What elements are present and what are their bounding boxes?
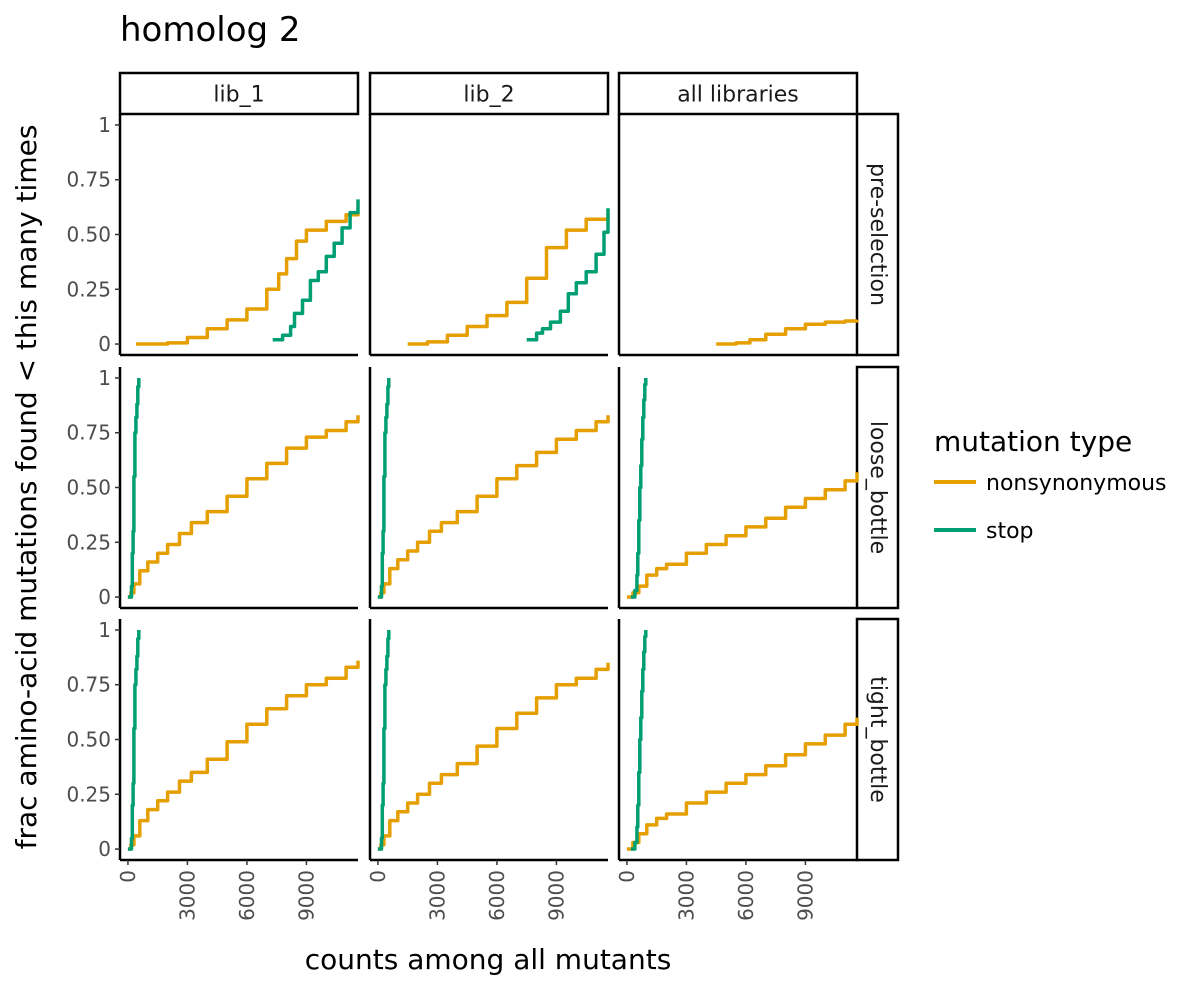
row-strip <box>855 617 900 862</box>
panels-layer: lib_1 lib_2 all libraries pre-selection loos… <box>66 71 900 921</box>
y-tick-label: 0.25 <box>66 530 111 554</box>
panel: 0 0.25 0.50 0.75 1 <box>66 113 360 357</box>
series-line-stop <box>377 378 391 599</box>
x-tick-label: 9000 <box>544 870 568 921</box>
column-strip-label: lib_2 <box>463 83 514 108</box>
y-tick-label: 0.75 <box>66 168 111 192</box>
y-tick-label: 0 <box>98 585 111 609</box>
panel: 0 0.25 0.50 0.75 1 <box>66 366 360 610</box>
series-line-stop <box>630 630 648 851</box>
column-strip <box>617 71 859 116</box>
x-tick-label: 3000 <box>674 870 698 921</box>
series-line-nonsynonymous <box>377 662 610 851</box>
series-line-stop <box>630 378 648 599</box>
x-tick-label: 6000 <box>485 870 509 921</box>
x-tick-label: 0 <box>116 870 140 883</box>
series-line-nonsynonymous <box>127 660 360 851</box>
column-strip <box>118 71 360 116</box>
x-tick-label: 0 <box>615 870 639 883</box>
y-tick-label: 0.50 <box>66 728 111 752</box>
column-strip <box>368 71 610 116</box>
x-tick-label: 0 <box>366 870 390 883</box>
panel <box>368 114 610 357</box>
series-line-nonsynonymous <box>377 415 610 599</box>
series-line-stop <box>127 630 141 851</box>
column-strip-label: lib_1 <box>213 83 264 108</box>
column-strip-label: all libraries <box>677 83 799 108</box>
series-line-stop <box>377 630 391 851</box>
series-line-nonsynonymous <box>626 717 859 851</box>
series-line-nonsynonymous <box>127 415 360 599</box>
x-tick-label: 9000 <box>793 870 817 921</box>
legend-title: mutation type <box>934 425 1132 458</box>
row-strip-label: tight_bottle <box>865 676 890 803</box>
panel <box>617 114 859 357</box>
panel: 0 3000 6000 9000 <box>366 619 610 921</box>
panel: 0 3000 6000 9000 <box>615 619 859 921</box>
series-line-stop <box>526 208 610 342</box>
y-tick-label: 0.50 <box>66 223 111 247</box>
y-tick-label: 1 <box>98 113 111 137</box>
row-strip <box>855 112 900 357</box>
chart-title: homolog 2 <box>120 10 301 50</box>
y-tick-label: 0.75 <box>66 673 111 697</box>
row-strip-label: loose_bottle <box>865 421 890 554</box>
y-tick-label: 0.50 <box>66 476 111 500</box>
y-axis-title: frac amino-acid mutations found < this m… <box>10 125 43 850</box>
legend-label-nonsynonymous: nonsynonymous <box>986 471 1167 496</box>
series-line-nonsynonymous <box>716 319 859 346</box>
y-tick-label: 1 <box>98 618 111 642</box>
series-line-stop <box>127 378 141 599</box>
series-line-nonsynonymous <box>135 212 360 346</box>
x-axis-title: counts among all mutants <box>305 943 672 976</box>
legend-label-stop: stop <box>986 519 1034 544</box>
row-strip <box>855 365 900 610</box>
y-tick-label: 1 <box>98 366 111 390</box>
x-tick-label: 6000 <box>235 870 259 921</box>
panel <box>617 367 859 610</box>
series-line-nonsynonymous <box>626 472 859 599</box>
y-tick-label: 0.25 <box>66 782 111 806</box>
y-tick-label: 0.25 <box>66 277 111 301</box>
series-line-stop <box>272 199 360 342</box>
x-tick-label: 9000 <box>294 870 318 921</box>
y-tick-label: 0 <box>98 837 111 861</box>
row-strip-label: pre-selection <box>865 163 890 306</box>
x-tick-label: 6000 <box>734 870 758 921</box>
y-tick-label: 0 <box>98 332 111 356</box>
legend: mutation type nonsynonymous stop <box>934 425 1167 544</box>
panel <box>368 367 610 610</box>
y-tick-label: 0.75 <box>66 421 111 445</box>
x-tick-label: 3000 <box>175 870 199 921</box>
x-tick-label: 3000 <box>425 870 449 921</box>
panel: 0 0.25 0.50 0.75 1 0 3000 6000 9000 <box>66 618 360 921</box>
series-line-nonsynonymous <box>407 212 610 346</box>
